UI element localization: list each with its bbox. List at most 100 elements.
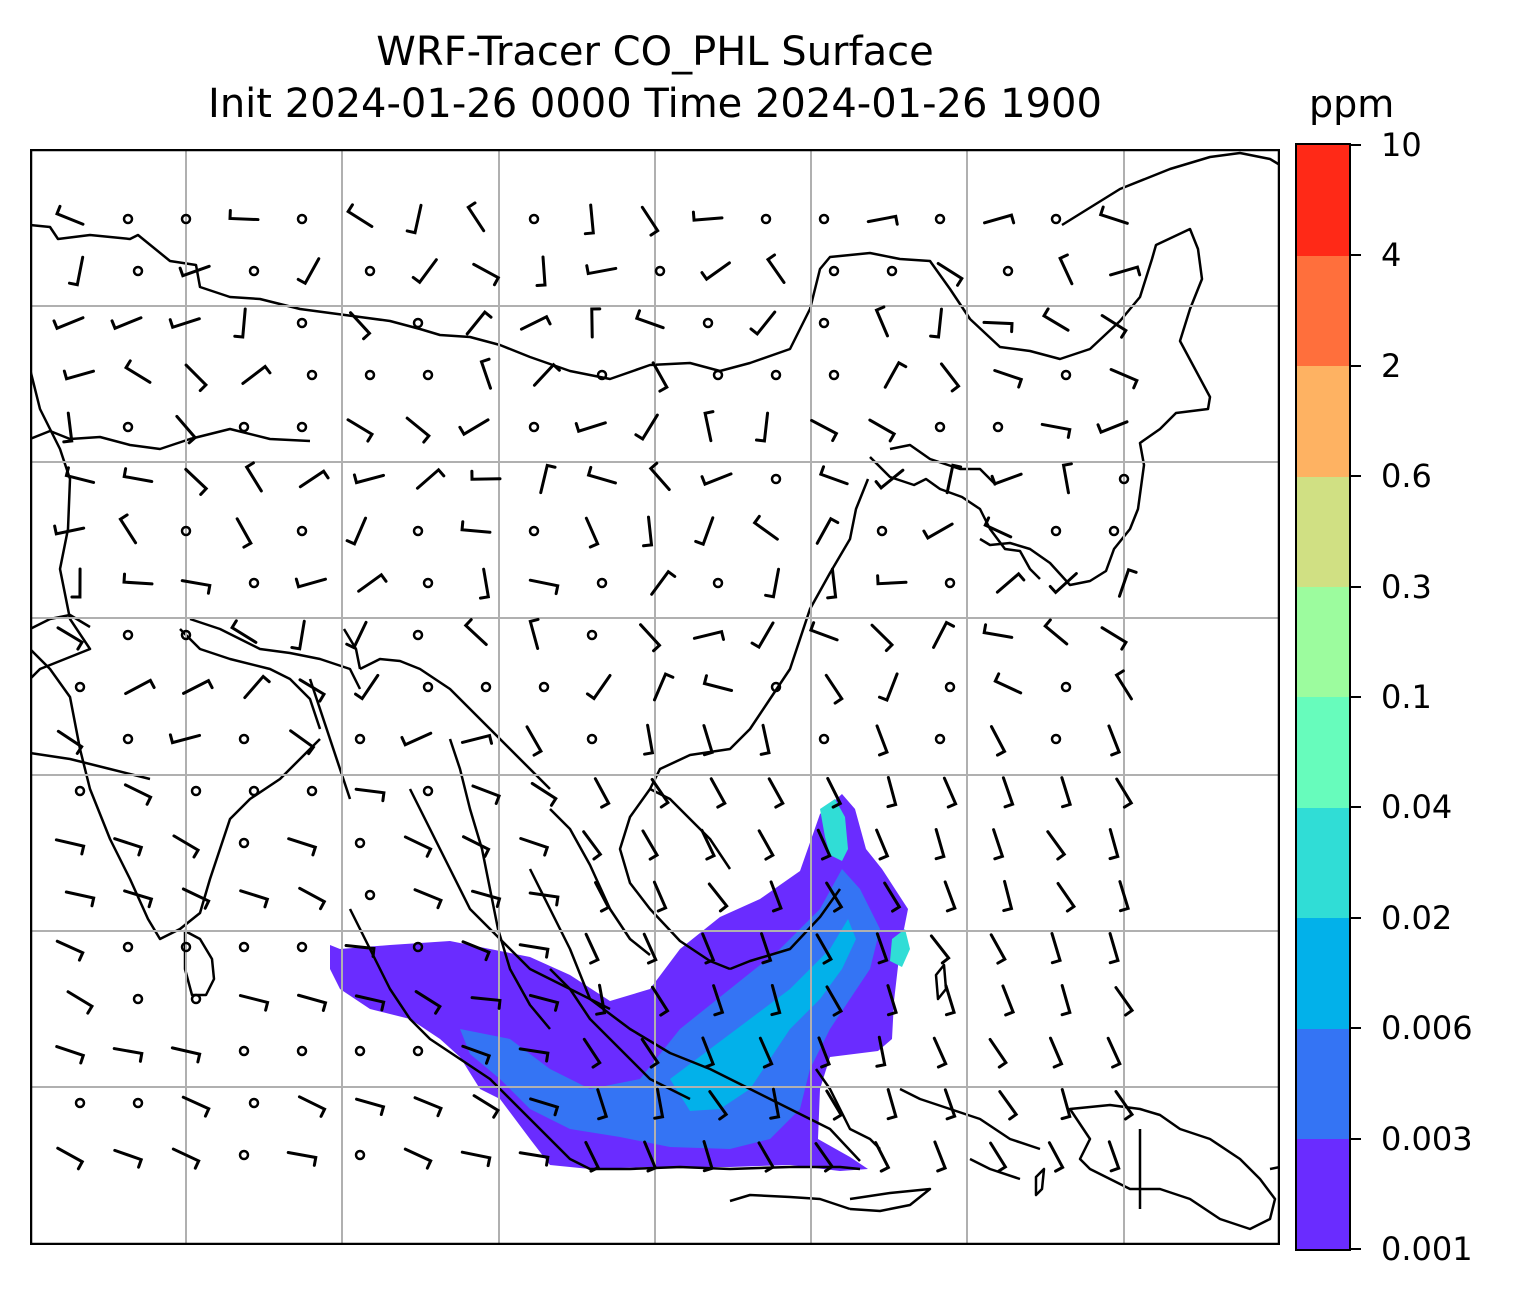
wind-barb — [818, 213, 830, 225]
wind-barb — [461, 835, 491, 858]
wind-barb — [405, 416, 431, 444]
wind-barb — [528, 525, 540, 537]
wind-barb — [750, 621, 775, 650]
wind-barb — [460, 733, 494, 745]
wind-barb — [118, 513, 138, 545]
wind-barb — [519, 837, 550, 857]
wind-barb — [691, 210, 724, 222]
wind-barb — [400, 731, 433, 747]
colorbar-tick-label: 10 — [1381, 126, 1422, 164]
wind-barb — [1047, 1141, 1065, 1173]
wind-barb — [123, 359, 152, 384]
wind-barb — [702, 1140, 714, 1173]
wind-barb — [818, 317, 830, 329]
wind-barb — [56, 626, 85, 651]
wind-barb — [182, 678, 214, 695]
wind-barb — [760, 213, 772, 225]
wind-barb — [1050, 213, 1062, 225]
wind-barb — [883, 360, 908, 389]
wind-barb — [123, 889, 154, 909]
wind-barb — [238, 1149, 250, 1161]
wind-barb — [758, 1036, 774, 1069]
wind-barb — [932, 620, 956, 649]
wind-barb — [929, 307, 943, 339]
map-border — [30, 149, 1280, 1245]
wind-barb — [228, 208, 260, 222]
wind-barb — [465, 310, 493, 336]
wind-barb — [934, 213, 946, 225]
wind-barb — [1050, 733, 1062, 745]
wind-barb — [815, 933, 833, 965]
wind-barb — [653, 1087, 665, 1120]
wind-barb — [1114, 986, 1135, 1017]
wind-barb — [933, 1140, 948, 1173]
wind-barb — [648, 461, 671, 492]
wind-barb — [110, 316, 143, 331]
wind-barb — [239, 889, 270, 909]
colorbar — [1295, 143, 1351, 1251]
wind-barb — [230, 619, 258, 644]
wind-barb — [180, 579, 212, 595]
wind-barb — [640, 205, 660, 237]
wind-barb — [530, 781, 558, 807]
wind-barb — [56, 729, 84, 755]
colorbar-tick — [1351, 144, 1361, 146]
wind-barb — [642, 932, 658, 965]
wind-barb — [886, 1088, 898, 1121]
wind-barb — [306, 369, 318, 381]
wind-barb — [294, 577, 327, 589]
wind-barb — [357, 572, 388, 593]
wind-barb — [770, 983, 782, 1017]
wind-barb — [929, 934, 951, 965]
wind-barb — [1040, 422, 1072, 439]
wind-barb — [650, 569, 677, 596]
wind-barb — [172, 834, 201, 859]
wind-barb — [54, 838, 86, 856]
wind-barb — [939, 362, 961, 393]
wind-barb — [1109, 265, 1142, 277]
wind-barb — [922, 522, 954, 541]
wind-barb — [877, 672, 899, 702]
plume-mid — [460, 869, 880, 1149]
wind-barb — [1001, 984, 1016, 1017]
colorbar-tick-label: 4 — [1381, 236, 1402, 275]
wind-barb — [190, 993, 202, 1005]
wind-barb — [538, 681, 550, 693]
wind-barb — [461, 1044, 492, 1065]
wind-barb — [518, 1151, 550, 1167]
wind-barb — [471, 889, 502, 908]
wind-barb — [650, 985, 670, 1017]
wind-barb — [825, 985, 844, 1017]
map-panel[interactable] — [30, 149, 1280, 1245]
wind-barb — [702, 317, 714, 329]
wind-barb — [874, 468, 905, 490]
plume-core — [820, 799, 848, 861]
wind-barb — [518, 943, 550, 959]
wind-barb — [296, 257, 321, 286]
wind-barb — [712, 369, 724, 381]
wind-barb — [818, 733, 830, 745]
wind-barb — [593, 777, 611, 809]
wind-barb — [596, 1088, 609, 1121]
wind-barb — [472, 262, 501, 287]
wind-barb — [479, 357, 493, 390]
wind-barb — [596, 577, 608, 589]
wind-barb — [472, 1094, 500, 1119]
wind-barb — [354, 787, 386, 803]
wind-barb — [818, 465, 849, 486]
wind-barb — [1106, 1036, 1122, 1069]
wind-barb — [296, 1045, 308, 1057]
wind-barb — [992, 421, 1004, 433]
wind-barb — [1061, 462, 1073, 495]
colorbar-unit-label: ppm — [1309, 82, 1395, 126]
colorbar-tick — [1351, 806, 1361, 809]
wind-barb — [412, 941, 424, 953]
wind-barb — [1001, 776, 1015, 809]
wind-barb — [122, 421, 134, 433]
wind-barb — [535, 255, 547, 288]
colorbar-tick — [1351, 1248, 1361, 1250]
wind-barb — [354, 1045, 366, 1057]
wind-barb — [64, 466, 96, 484]
wind-barb — [808, 621, 839, 642]
wind-barb — [67, 255, 85, 287]
